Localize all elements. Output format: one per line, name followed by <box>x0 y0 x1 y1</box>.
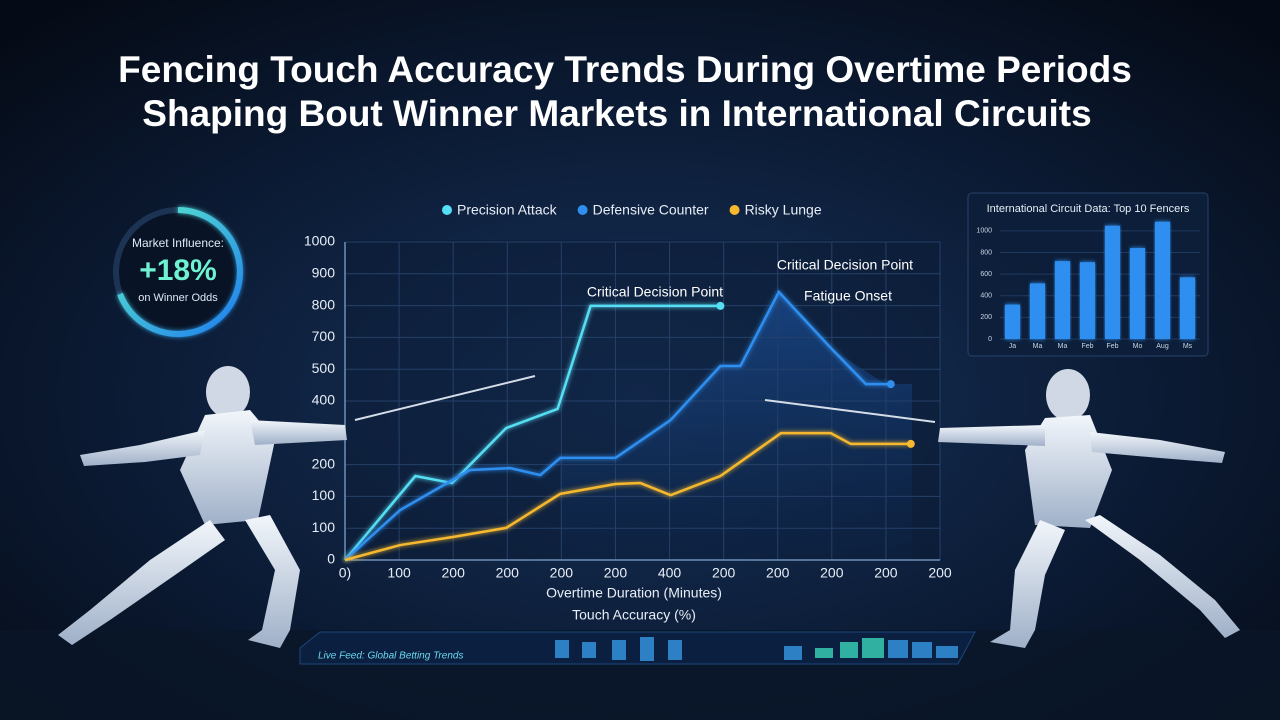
x-tick-label: 200 <box>604 565 628 581</box>
y-tick-label: 200 <box>980 314 992 321</box>
bar <box>1130 248 1145 339</box>
y-tick-label: 100 <box>312 519 336 535</box>
annotation: Critical Decision Point <box>777 257 913 273</box>
x-tick-label: 100 <box>387 565 411 581</box>
end-marker <box>886 380 895 389</box>
bar <box>1055 261 1070 339</box>
bar <box>1030 283 1045 339</box>
line-chart: 0 100 100 200 400 500 700 800 900 1000 0) 100 200 200… <box>304 202 952 623</box>
feed-label: Live Feed: Global Betting Trends <box>318 651 463 662</box>
bar <box>1180 277 1195 339</box>
x-tick-label: 200 <box>712 565 736 581</box>
gauge-arc <box>117 207 243 337</box>
y-tick-label: 1000 <box>304 233 335 249</box>
gauge-sublabel: on Winner Odds <box>138 292 218 304</box>
x-tick-label: 200 <box>442 565 466 581</box>
y-tick-label: 700 <box>312 328 336 344</box>
bar <box>1080 262 1095 339</box>
y-tick-label: 400 <box>312 392 336 408</box>
y-tick-label: 800 <box>312 296 336 312</box>
y-tick-label: 400 <box>980 293 992 300</box>
x-tick-label: 400 <box>658 565 682 581</box>
page-title: Fencing Touch Accuracy Trends During Ove… <box>118 49 1132 90</box>
x-tick-label: Feb <box>1106 343 1118 350</box>
area-glow <box>560 292 912 560</box>
legend-swatch <box>729 205 740 215</box>
series-line <box>344 289 891 561</box>
end-marker <box>716 301 725 310</box>
x-tick-label: 200 <box>550 565 574 581</box>
y-tick-label: 600 <box>980 271 992 278</box>
foil-left <box>354 375 536 421</box>
y-axis-title: Touch Accuracy (%) <box>572 607 696 623</box>
x-tick-label: 200 <box>874 565 898 581</box>
x-tick-label: Aug <box>1156 343 1169 350</box>
page-title: Shaping Bout Winner Markets in Internati… <box>142 93 1091 134</box>
x-tick-label: 0) <box>339 565 351 581</box>
fencer-left <box>58 366 347 648</box>
y-tick-label: 900 <box>312 265 336 281</box>
x-tick-label: Feb <box>1081 343 1093 350</box>
end-marker <box>906 439 915 448</box>
gauge-value: +18% <box>139 254 217 287</box>
y-tick-label: 800 <box>980 249 992 256</box>
y-tick-label: 1000 <box>976 228 992 235</box>
fencer-right <box>938 369 1240 648</box>
x-tick-label: Ma <box>1033 343 1043 350</box>
x-tick-label: 200 <box>496 565 520 581</box>
series-line <box>344 304 721 561</box>
bar <box>1005 304 1020 339</box>
legend-label: Risky Lunge <box>745 202 822 218</box>
bar <box>1105 225 1120 339</box>
y-tick-label: 500 <box>312 360 336 376</box>
x-axis-title: Overtime Duration (Minutes) <box>546 585 722 601</box>
x-tick-label: Ja <box>1009 343 1017 350</box>
legend-label: Defensive Counter <box>593 202 709 218</box>
x-tick-label: Ms <box>1183 343 1193 350</box>
y-tick-label: 100 <box>312 487 336 503</box>
bar-chart: International Circuit Data: Top 10 Fence… <box>976 203 1200 350</box>
annotation: Critical Decision Point <box>587 284 723 300</box>
y-tick-label: 200 <box>312 455 336 471</box>
x-tick-label: 200 <box>766 565 790 581</box>
foil-right <box>764 399 936 423</box>
series-line <box>344 431 911 562</box>
x-tick-label: Ma <box>1058 343 1068 350</box>
feed-panel <box>299 631 976 665</box>
legend-label: Precision Attack <box>457 202 558 218</box>
x-tick-label: 200 <box>928 565 952 581</box>
x-tick-label: 200 <box>820 565 844 581</box>
bar <box>1155 221 1170 339</box>
x-tick-label: Mo <box>1133 343 1143 350</box>
y-tick-label: 0 <box>988 336 992 343</box>
legend-swatch <box>577 205 588 215</box>
feed-decoration <box>555 637 958 661</box>
annotation: Fatigue Onset <box>804 288 892 304</box>
bar-title: International Circuit Data: Top 10 Fence… <box>987 203 1190 215</box>
legend-swatch <box>442 205 452 215</box>
gauge-label: Market Influence: <box>132 236 224 250</box>
y-tick-label: 0 <box>327 551 335 567</box>
